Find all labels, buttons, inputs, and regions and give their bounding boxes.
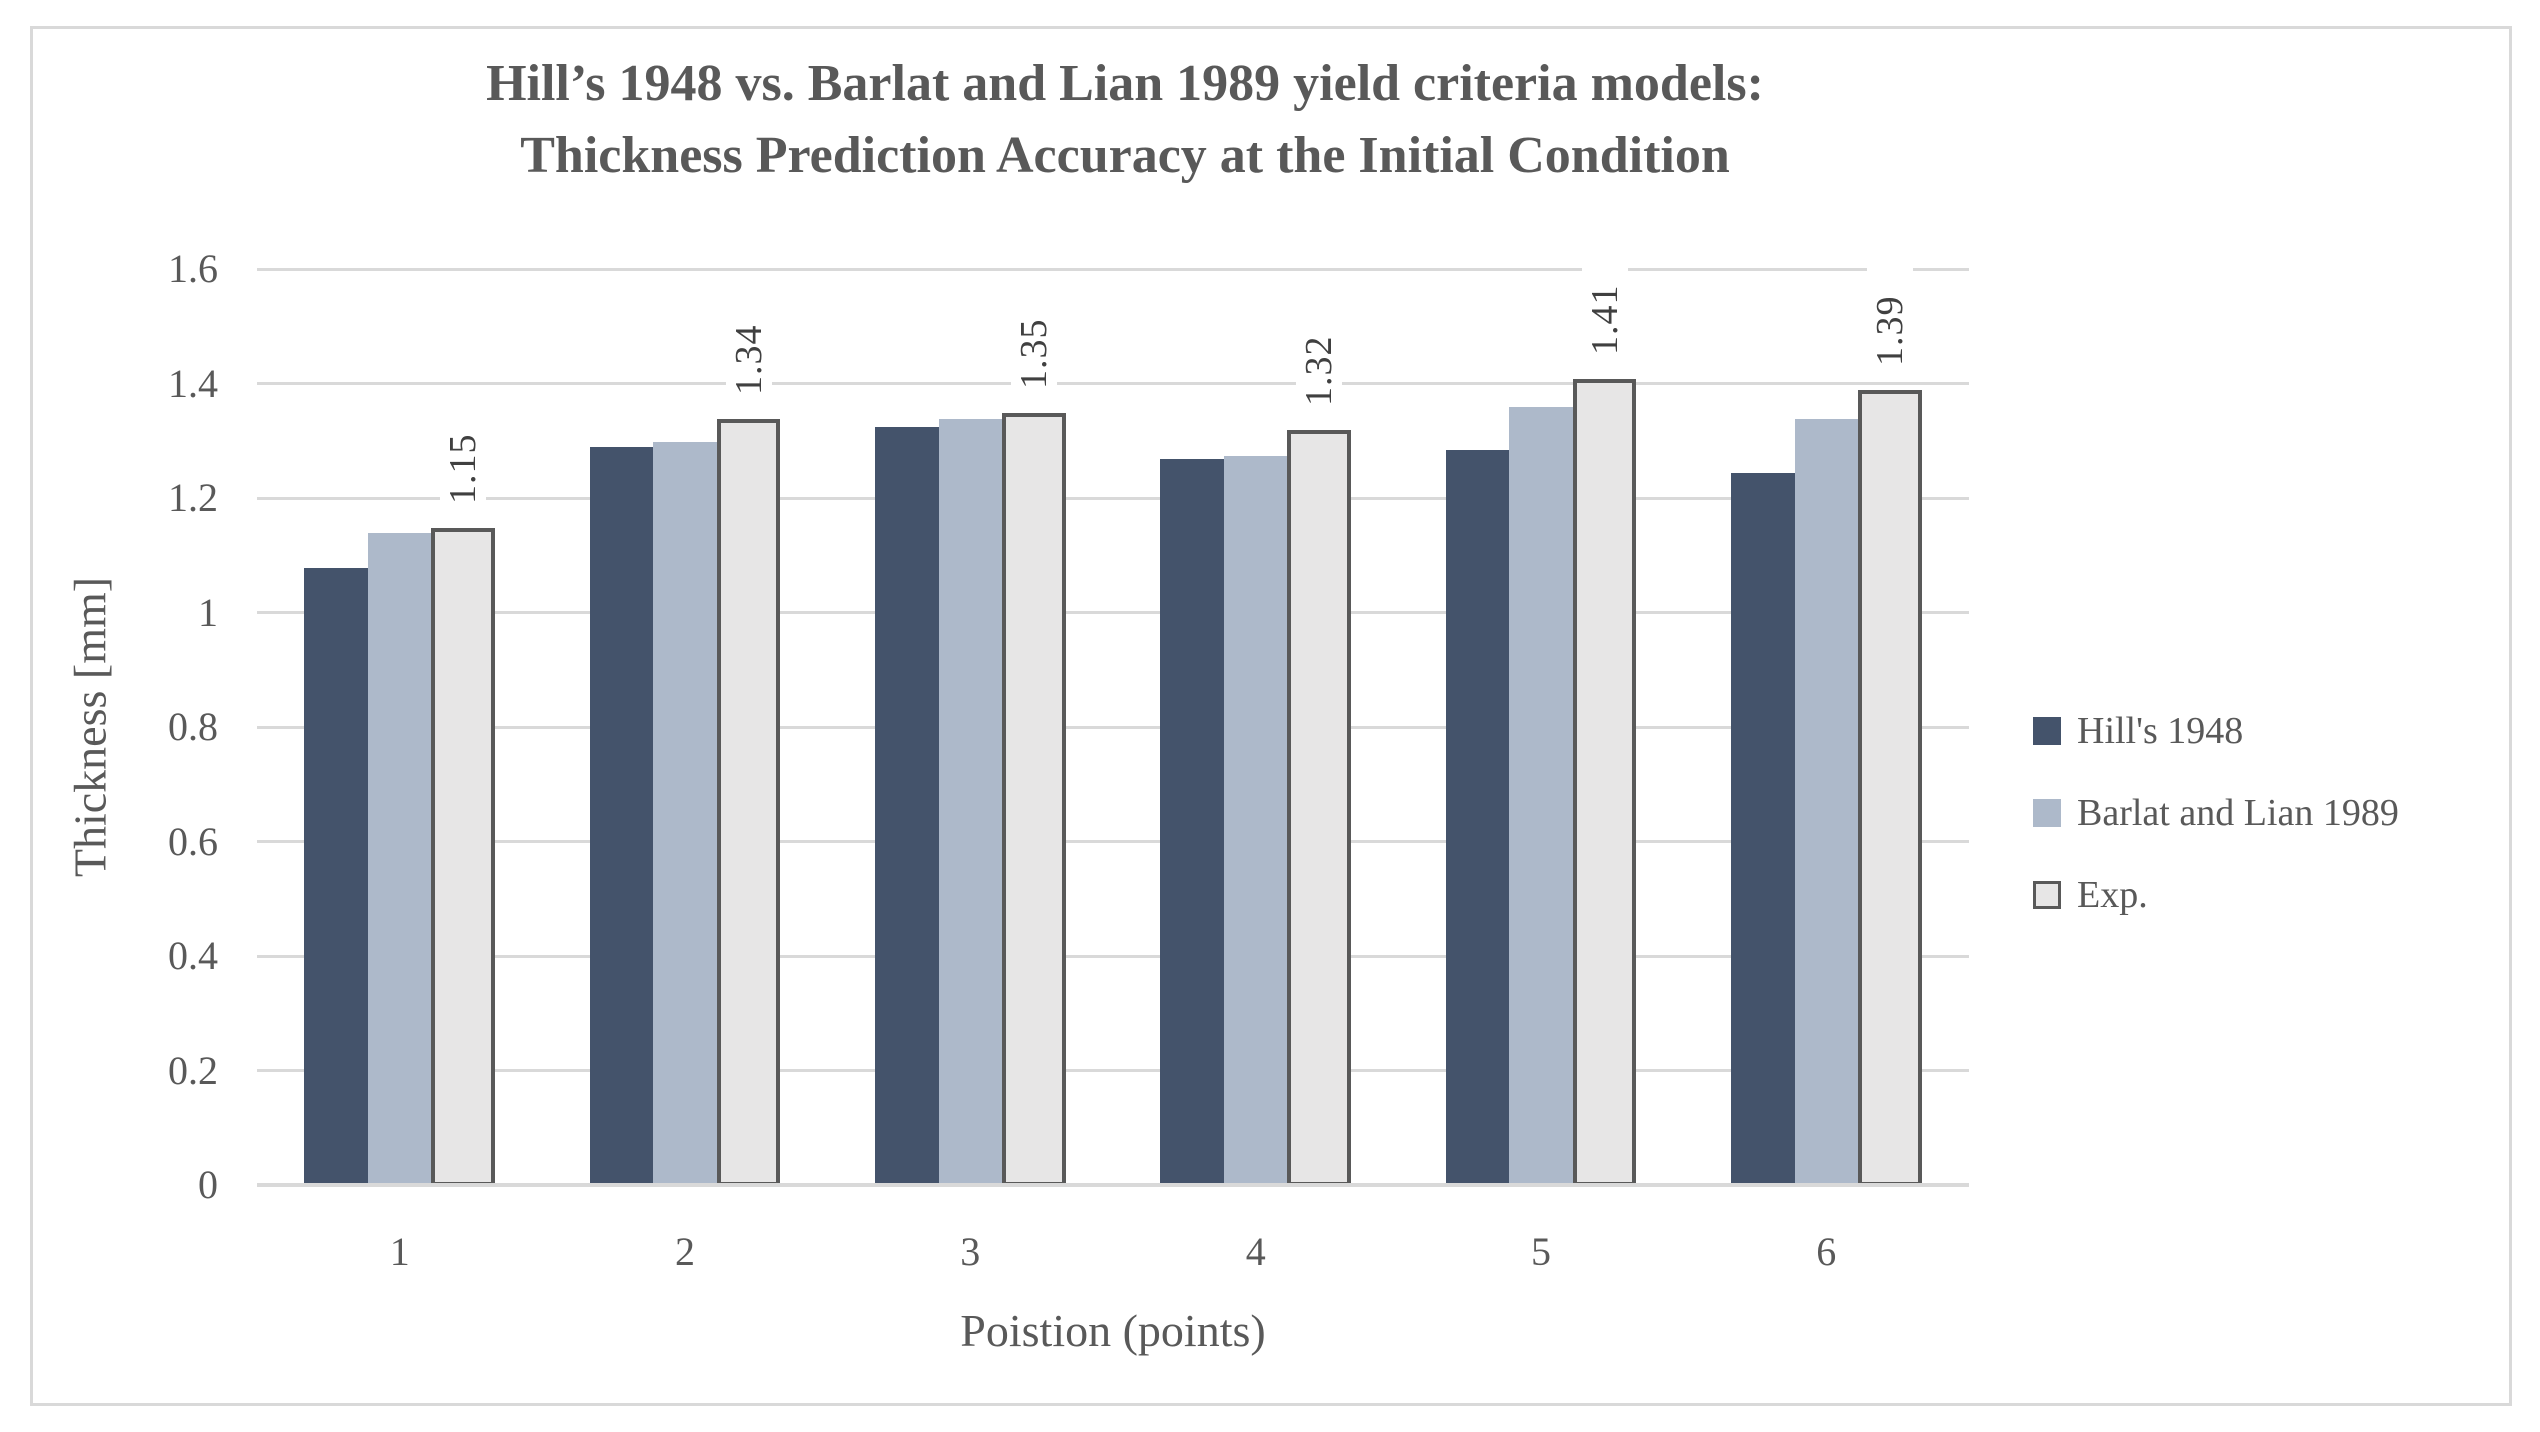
gridline [257,496,1969,500]
y-tick-label: 1.6 [168,246,218,291]
y-tick-label: 0.2 [168,1047,218,1093]
x-category-label: 2 [675,1229,695,1274]
y-tick-label: 0.8 [168,704,218,749]
x-category-label: 3 [960,1229,981,1274]
bar-exp [1287,430,1351,1186]
data-label: 1.35 [1010,279,1057,389]
data-label: 1.15 [440,394,487,504]
bar-exp [1858,390,1922,1186]
legend-label: Barlat and Lian 1989 [2077,792,2399,834]
gridline [257,267,1969,271]
legend-swatch-icon [2033,799,2061,827]
bar-barlat-lian-1989 [1223,456,1288,1186]
x-category-label: 1 [389,1229,410,1274]
data-label: 1.39 [1866,256,1913,366]
legend-label: Hill's 1948 [2077,710,2244,752]
gridline [257,1069,1969,1072]
bar-hills-1948 [1731,473,1795,1186]
legend: Hill's 1948 Barlat and Lian 1989 Exp. [2033,709,2399,955]
legend-label: Exp. [2077,874,2148,916]
bar-barlat-lian-1989 [653,442,717,1186]
gridline [257,382,1969,385]
x-category-label: 6 [1816,1229,1837,1274]
legend-item-hills-1948: Hill's 1948 [2033,709,2399,753]
y-tick-label: 1.4 [168,360,218,406]
y-tick-label: 1.2 [168,475,218,520]
bar-exp [716,419,781,1186]
data-label: 1.32 [1296,296,1343,406]
bar-exp [431,528,495,1186]
bar-barlat-lian-1989 [938,419,1003,1186]
legend-swatch-icon [2033,717,2061,745]
chart-title-line-1: Hill’s 1948 vs. Barlat and Lian 1989 yie… [486,55,1764,112]
y-tick-label: 1 [198,589,218,635]
x-axis-title: Poistion (points) [960,1305,1266,1356]
gridline [257,611,1969,614]
data-label: 1.34 [725,285,772,395]
gridline [257,840,1969,843]
gridline [257,954,1969,958]
x-category-label: 4 [1245,1229,1266,1274]
y-tick-label: 0.6 [168,818,218,864]
x-category-label: 5 [1531,1229,1551,1274]
gridline [257,725,1969,729]
bar-barlat-lian-1989 [1794,419,1859,1186]
chart-title: Hill’s 1948 vs. Barlat and Lian 1989 yie… [0,48,2250,192]
legend-item-exp: Exp. [2033,873,2399,917]
y-tick-label: 0.4 [168,933,218,978]
legend-swatch-icon [2033,881,2061,909]
chart-title-line-2: Thickness Prediction Accuracy at the Ini… [520,127,1730,184]
bar-hills-1948 [1445,450,1510,1186]
bar-barlat-lian-1989 [367,533,432,1186]
bar-hills-1948 [875,427,939,1186]
bar-hills-1948 [589,447,654,1186]
y-tick-label: 0 [198,1162,218,1207]
bar-hills-1948 [1160,459,1224,1186]
bar-barlat-lian-1989 [1509,407,1573,1186]
bar-exp [1572,379,1637,1186]
bar-exp [1002,413,1066,1186]
x-axis-line [257,1183,1969,1187]
bar-hills-1948 [304,568,368,1186]
legend-item-barlat-lian-1989: Barlat and Lian 1989 [2033,791,2399,835]
data-label: 1.41 [1581,245,1628,355]
